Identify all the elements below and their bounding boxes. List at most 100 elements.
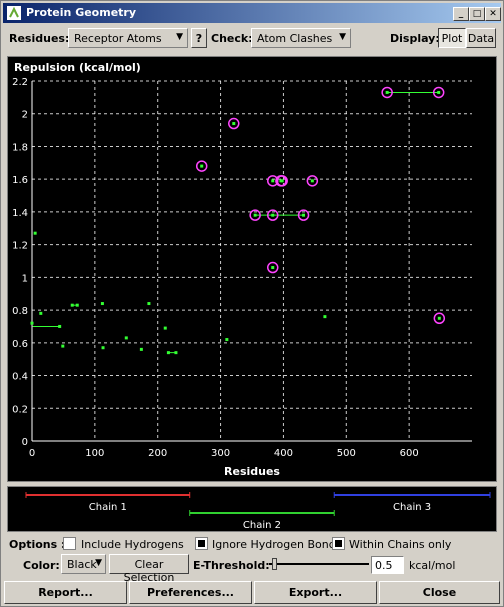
data-point	[174, 351, 178, 355]
data-point	[200, 164, 204, 168]
selected-point-ring	[432, 86, 445, 99]
data-point	[101, 346, 105, 350]
y-tick-label: 1.2	[12, 241, 28, 252]
data-point	[61, 344, 65, 348]
chevron-down-icon: ▼	[176, 32, 183, 42]
display-label: Display:	[390, 32, 440, 45]
minimize-button[interactable]: _	[453, 7, 469, 21]
selected-point-ring	[228, 117, 240, 130]
window-title: Protein Geometry	[26, 6, 137, 19]
export-button[interactable]: Export...	[254, 581, 377, 604]
color-label: Color:	[23, 559, 60, 572]
data-point	[437, 316, 441, 320]
y-tick-label: 0.2	[12, 404, 28, 415]
app-icon	[7, 6, 21, 20]
y-tick-label: 2.2	[12, 77, 28, 88]
threshold-input[interactable]: 0.5	[371, 556, 404, 574]
clear-selection-button[interactable]: Clear Selection	[109, 554, 189, 584]
residues-select-value: Receptor Atoms	[74, 32, 162, 45]
data-point	[253, 213, 257, 217]
data-point	[147, 302, 151, 306]
scatter-plot[interactable]: 0 100 200 300 400 500 600 0 0.2 0.4 0.6 0.8 1 1.2 1.4 1…	[8, 57, 496, 481]
tab-plot[interactable]: Plot	[438, 28, 466, 48]
close-window-button[interactable]: ✕	[485, 7, 501, 21]
data-point	[166, 351, 170, 355]
chain-bar[interactable]: Chain 1 Chain 2 Chain 3	[7, 486, 497, 532]
plot-area[interactable]: 0 100 200 300 400 500 600 0 0.2 0.4 0.6 0.8 1 1.2 1.4 1…	[7, 56, 497, 482]
slider-handle[interactable]	[272, 558, 277, 570]
threshold-slider[interactable]	[269, 557, 369, 571]
chevron-down-icon: ▼	[95, 558, 102, 568]
preferences-button[interactable]: Preferences...	[129, 581, 252, 604]
y-tick-label: 1.4	[12, 208, 28, 219]
selected-point-ring	[266, 261, 279, 274]
maximize-button[interactable]: □	[469, 7, 485, 21]
y-tick-label: 1	[22, 273, 28, 284]
x-tick-label: 200	[148, 448, 167, 459]
data-point	[271, 266, 275, 270]
residues-label: Residues:	[9, 32, 70, 45]
residues-select[interactable]: Receptor Atoms ▼	[68, 28, 188, 48]
selected-point-ring	[306, 175, 319, 187]
data-point	[39, 311, 43, 315]
chain-map[interactable]: Chain 1 Chain 2 Chain 3	[8, 487, 496, 531]
y-tick-label: 0.8	[12, 306, 28, 317]
x-tick-label: 0	[29, 448, 35, 459]
selected-point-ring	[266, 209, 279, 221]
help-button[interactable]: ?	[191, 28, 207, 48]
data-point	[58, 324, 62, 328]
data-point	[302, 213, 306, 217]
color-select[interactable]: Black ▼	[61, 554, 106, 574]
check-select-value: Atom Clashes	[257, 32, 333, 45]
options-label: Options :	[9, 538, 66, 551]
x-tick-label: 500	[337, 448, 356, 459]
color-select-value: Black	[67, 558, 97, 571]
data-point	[225, 338, 229, 342]
data-point	[163, 326, 167, 330]
check-label: Check:	[211, 32, 253, 45]
selected-point-ring	[276, 175, 288, 187]
selected-point-ring	[381, 86, 393, 99]
tab-data[interactable]: Data	[466, 28, 496, 48]
selected-point-ring	[433, 312, 446, 325]
include-hydrogens-label: Include Hydrogens	[81, 538, 184, 551]
data-point	[139, 347, 143, 351]
data-point	[30, 321, 34, 325]
include-hydrogens-checkbox[interactable]	[63, 537, 76, 550]
threshold-label: E-Threshold:	[193, 559, 270, 572]
ignore-hbonds-checkbox[interactable]	[195, 537, 208, 550]
y-tick-label: 0.6	[12, 339, 28, 350]
chevron-down-icon: ▼	[339, 32, 346, 42]
data-point	[75, 303, 79, 307]
y-tick-label: 1.8	[12, 142, 28, 153]
x-tick-label: 400	[274, 448, 293, 459]
data-point	[271, 213, 275, 217]
data-point	[323, 315, 327, 319]
data-point	[232, 122, 236, 126]
check-select[interactable]: Atom Clashes ▼	[251, 28, 351, 48]
x-tick-label: 100	[85, 448, 104, 459]
chain-label: Chain 3	[393, 502, 431, 513]
chain-label: Chain 2	[243, 520, 281, 531]
data-point	[271, 179, 275, 183]
data-point	[437, 90, 441, 94]
y-axis-label: Repulsion (kcal/mol)	[14, 61, 141, 74]
y-tick-label: 0	[22, 437, 28, 448]
data-point	[124, 336, 128, 340]
data-point	[33, 231, 37, 235]
data-point	[280, 179, 284, 183]
selected-point-ring	[195, 160, 208, 172]
data-point	[385, 90, 389, 94]
y-tick-label: 2	[22, 110, 28, 121]
x-tick-label: 600	[400, 448, 419, 459]
data-point	[310, 179, 314, 183]
y-tick-label: 0.4	[12, 372, 28, 383]
y-tick-label: 1.6	[12, 175, 28, 186]
report-button[interactable]: Report...	[4, 581, 127, 604]
data-point	[100, 302, 104, 306]
close-button[interactable]: Close	[379, 581, 500, 604]
within-chains-checkbox[interactable]	[332, 537, 345, 550]
threshold-unit: kcal/mol	[409, 559, 456, 572]
slider-track	[269, 563, 369, 565]
